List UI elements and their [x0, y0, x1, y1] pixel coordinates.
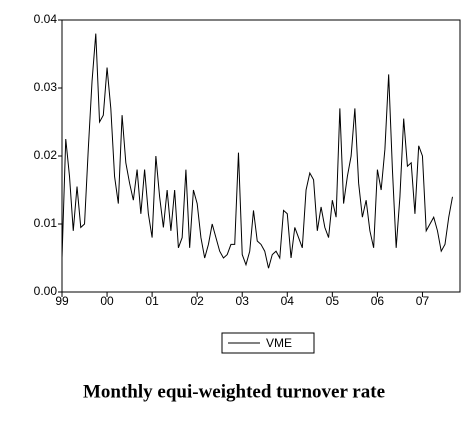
x-tick-label: 02 — [190, 294, 204, 308]
x-tick-label: 06 — [371, 294, 385, 308]
legend-box — [221, 332, 315, 354]
x-tick-label: 01 — [145, 294, 159, 308]
plot-frame — [61, 19, 461, 293]
y-tick-label: 0.03 — [34, 80, 58, 94]
y-tick-label: 0.04 — [34, 12, 58, 26]
x-tick-label: 04 — [281, 294, 295, 308]
series-line — [61, 33, 453, 269]
x-tick-label: 99 — [55, 294, 69, 308]
x-tick-label: 07 — [416, 294, 430, 308]
y-tick-label: 0.00 — [34, 284, 58, 298]
legend-label: VME — [266, 336, 292, 350]
y-tick-label: 0.01 — [34, 216, 58, 230]
x-tick-label: 00 — [100, 294, 114, 308]
y-tick-label: 0.02 — [34, 148, 58, 162]
chart-title: Monthly equi-weighted turnover rate — [83, 381, 385, 402]
x-tick-label: 05 — [326, 294, 340, 308]
x-tick-label: 03 — [236, 294, 250, 308]
